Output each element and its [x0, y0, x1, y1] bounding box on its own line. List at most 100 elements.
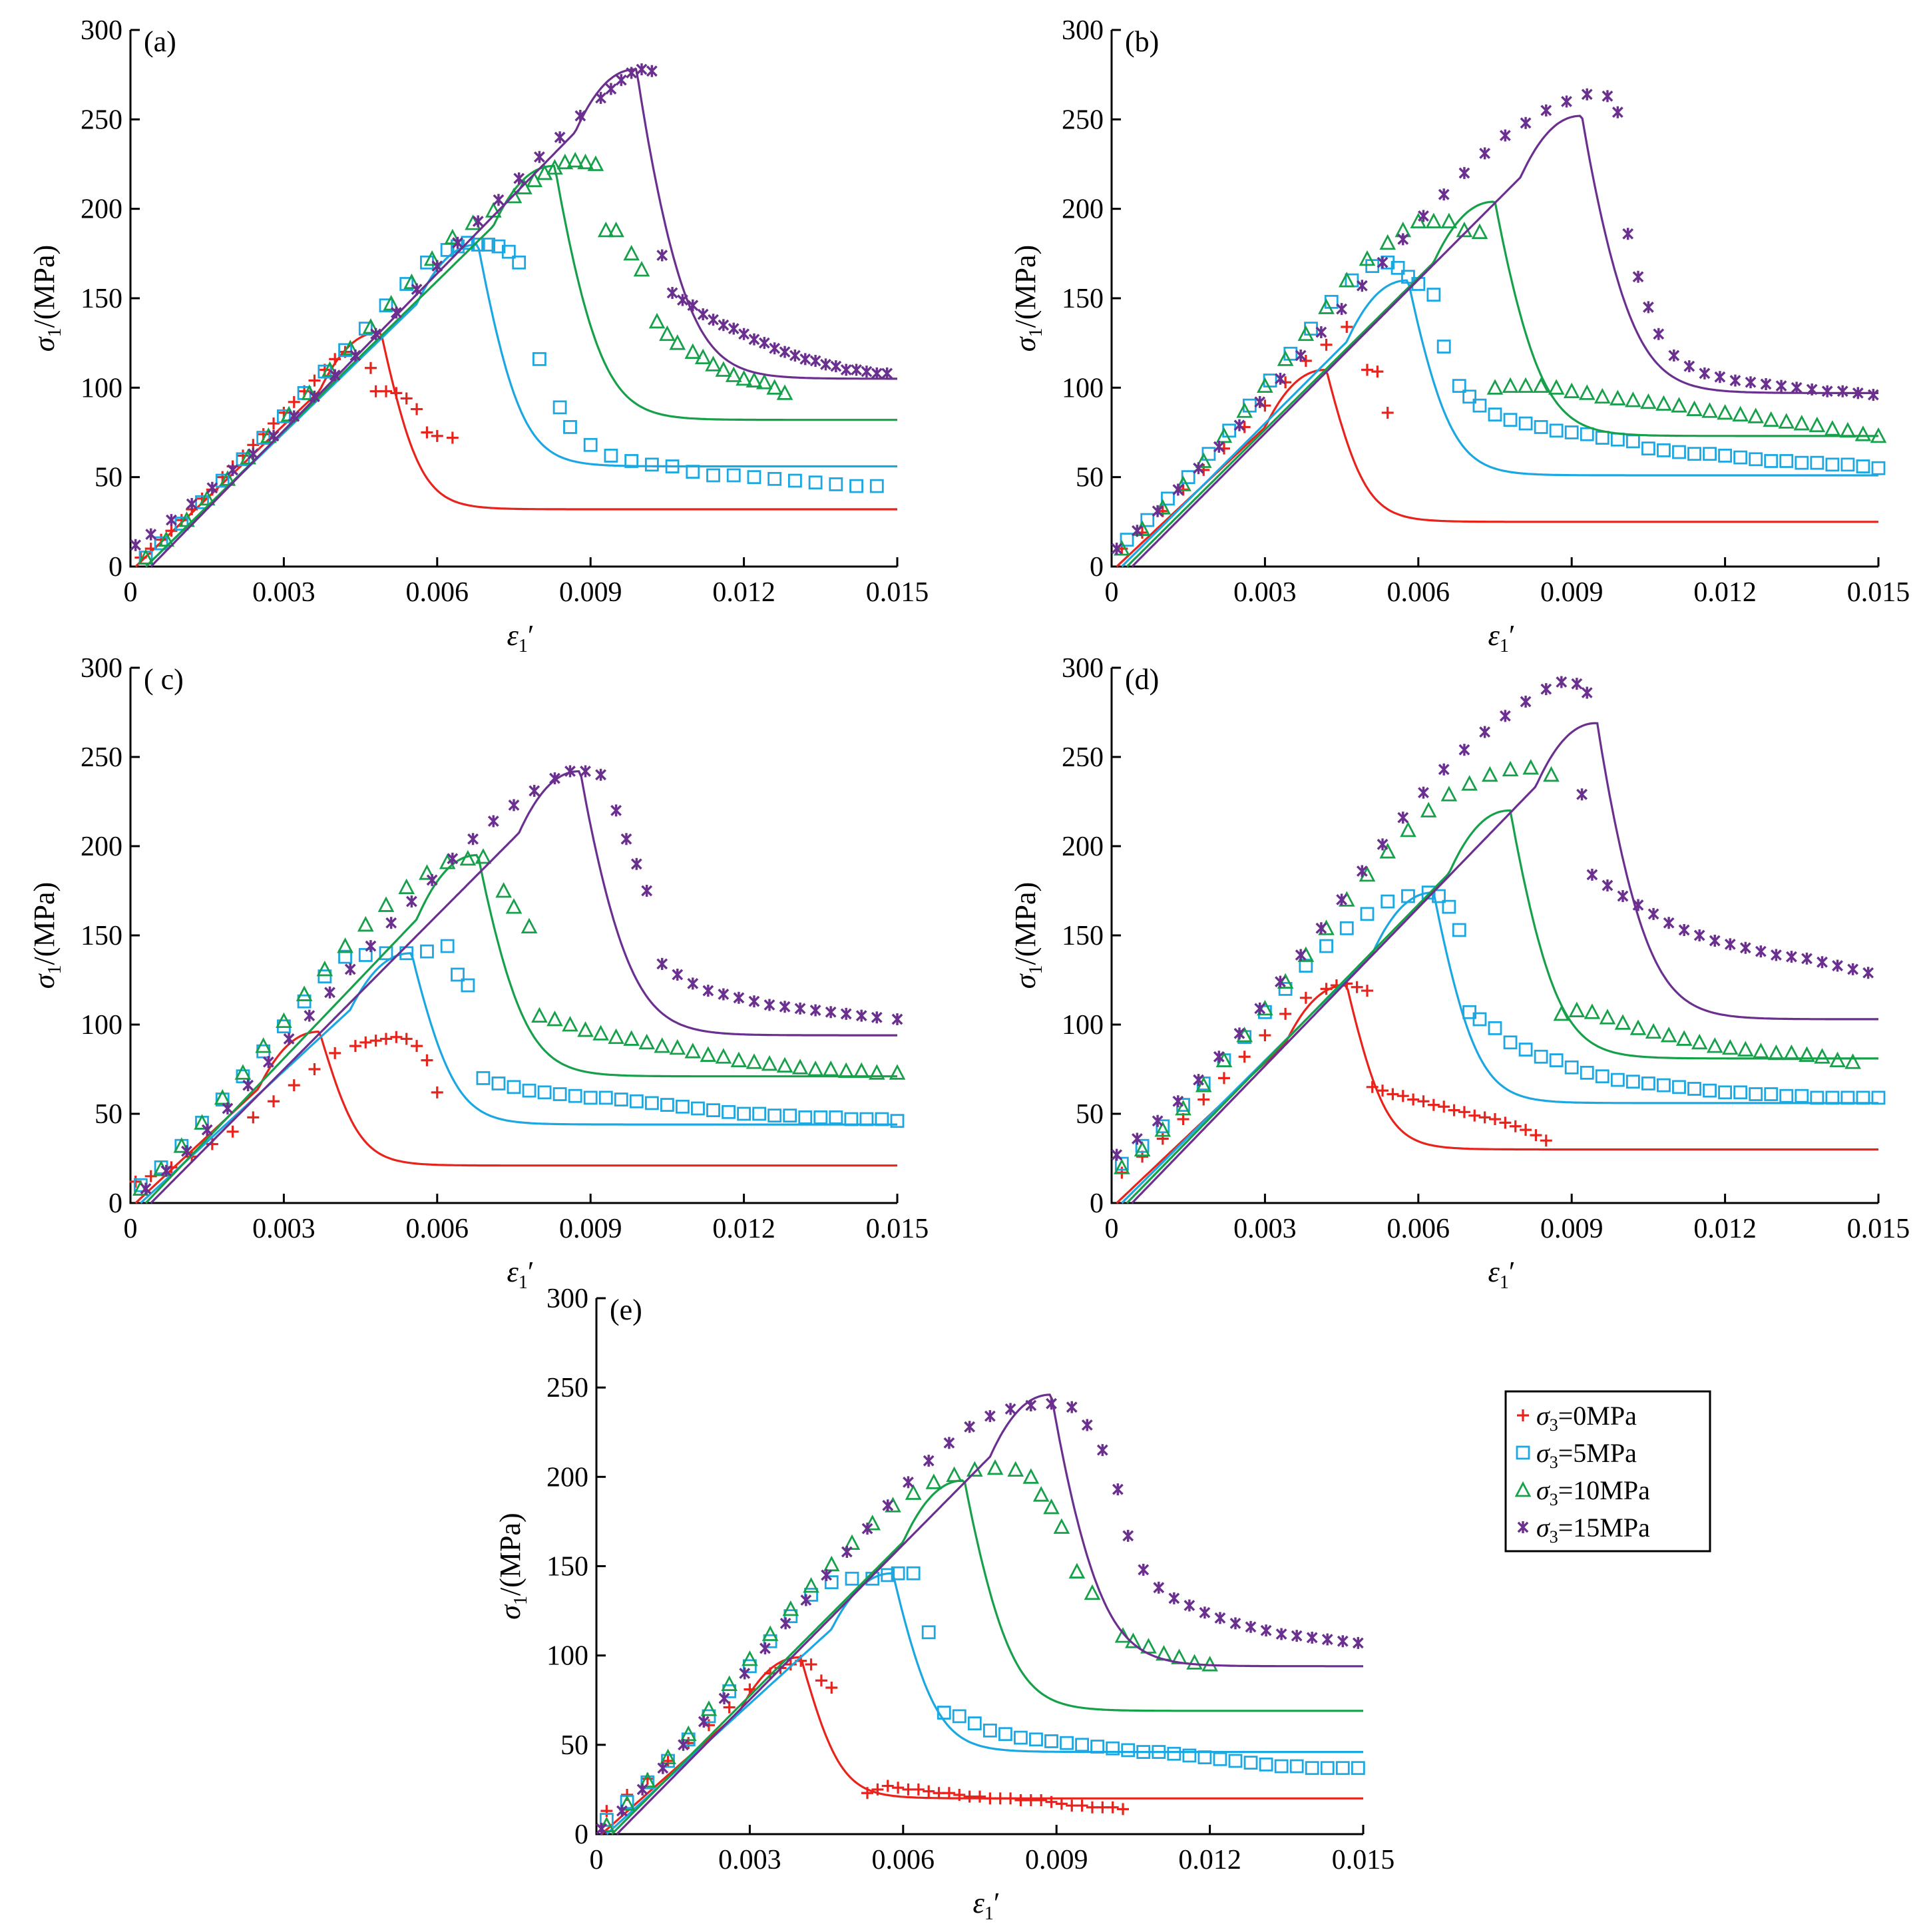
data-point [791, 1059, 809, 1075]
data-point [1488, 1021, 1502, 1035]
data-point [669, 334, 686, 350]
data-point [1014, 1794, 1027, 1807]
data-point [1817, 956, 1828, 969]
data-point [718, 319, 730, 332]
data-point [1114, 1627, 1132, 1643]
data-point [247, 447, 259, 460]
data-point [1540, 104, 1552, 117]
data-point [385, 917, 397, 929]
data-point [1440, 786, 1458, 802]
data-point [684, 1043, 702, 1059]
y-tick-label: 200 [1062, 194, 1104, 225]
panel-label: (a) [144, 25, 176, 58]
data-point [1152, 1745, 1166, 1759]
data-point [1387, 1088, 1399, 1100]
data-point [1438, 763, 1450, 776]
data-point [1320, 338, 1333, 351]
model-curve [144, 243, 897, 568]
data-point [1114, 1158, 1130, 1174]
model-curve [144, 164, 897, 568]
data-point [379, 298, 393, 313]
data-point [198, 489, 216, 506]
data-point [529, 784, 540, 797]
data-point [660, 1098, 674, 1112]
data-point [1043, 1498, 1060, 1515]
data-point [546, 1010, 563, 1027]
data-point [595, 768, 606, 781]
data-point [662, 1754, 674, 1767]
data-point [1462, 389, 1477, 404]
data-point [844, 1112, 859, 1126]
data-point [808, 475, 823, 490]
x-tick-label: 0 [1105, 1214, 1119, 1244]
data-point [875, 1112, 889, 1126]
data-point [758, 337, 770, 350]
data-point [624, 454, 639, 468]
data-point [892, 1782, 905, 1794]
data-point [324, 986, 335, 999]
data-point [1260, 1624, 1272, 1637]
data-point [1458, 166, 1470, 179]
data-point [1275, 372, 1286, 385]
data-point [1025, 1399, 1037, 1411]
data-point [1687, 1082, 1701, 1096]
data-point [562, 1015, 578, 1032]
data-point [1517, 377, 1534, 393]
data-point [1254, 1002, 1266, 1015]
data-point [1571, 678, 1583, 690]
data-point [759, 1642, 771, 1654]
data-point [1663, 917, 1675, 929]
data-point [1046, 1397, 1057, 1410]
data-point [1197, 1750, 1212, 1765]
data-point [1379, 843, 1396, 859]
data-point [1499, 1116, 1512, 1129]
x-tick-label: 0.009 [1025, 1845, 1088, 1875]
data-point [467, 833, 479, 845]
data-point [799, 353, 811, 365]
data-point [697, 308, 709, 321]
data-point [1245, 1620, 1257, 1633]
data-point [890, 1114, 905, 1128]
x-axis-title: ε1′ [507, 1256, 535, 1293]
data-point [1318, 298, 1335, 314]
data-point [744, 1683, 756, 1696]
data-point [800, 1594, 812, 1606]
data-point [580, 765, 591, 778]
data-point [201, 1124, 213, 1136]
data-point [431, 1086, 443, 1098]
data-point [154, 536, 168, 551]
data-point [1509, 1120, 1522, 1132]
data-point [1154, 1121, 1172, 1137]
data-point [1825, 457, 1840, 472]
data-point [665, 459, 680, 473]
data-point [1532, 377, 1550, 393]
data-point [1810, 1090, 1824, 1105]
series-3 [1114, 759, 1878, 1204]
data-point [1397, 812, 1409, 824]
data-point [687, 299, 699, 312]
data-point [1829, 1051, 1846, 1067]
series-3 [598, 1459, 1363, 1835]
data-point [1503, 413, 1518, 427]
x-tick-label: 0.006 [872, 1845, 935, 1875]
data-point [825, 1681, 838, 1694]
data-point [301, 384, 318, 400]
data-point [1814, 1048, 1830, 1064]
data-point [446, 431, 459, 444]
model-curve [1126, 200, 1878, 568]
data-point [1581, 88, 1593, 101]
data-point [1140, 513, 1155, 527]
data-point [1275, 1628, 1287, 1640]
data-point [1489, 1113, 1501, 1126]
data-point [715, 361, 732, 377]
x-tick-label: 0.003 [252, 1214, 316, 1244]
data-point [1462, 1005, 1477, 1019]
data-point [687, 977, 699, 990]
data-point [383, 295, 399, 311]
data-point [507, 1080, 521, 1094]
data-point [1640, 393, 1657, 409]
data-point [746, 1053, 763, 1069]
data-point [1610, 432, 1625, 447]
data-point [998, 1727, 1012, 1742]
data-point [779, 346, 791, 358]
